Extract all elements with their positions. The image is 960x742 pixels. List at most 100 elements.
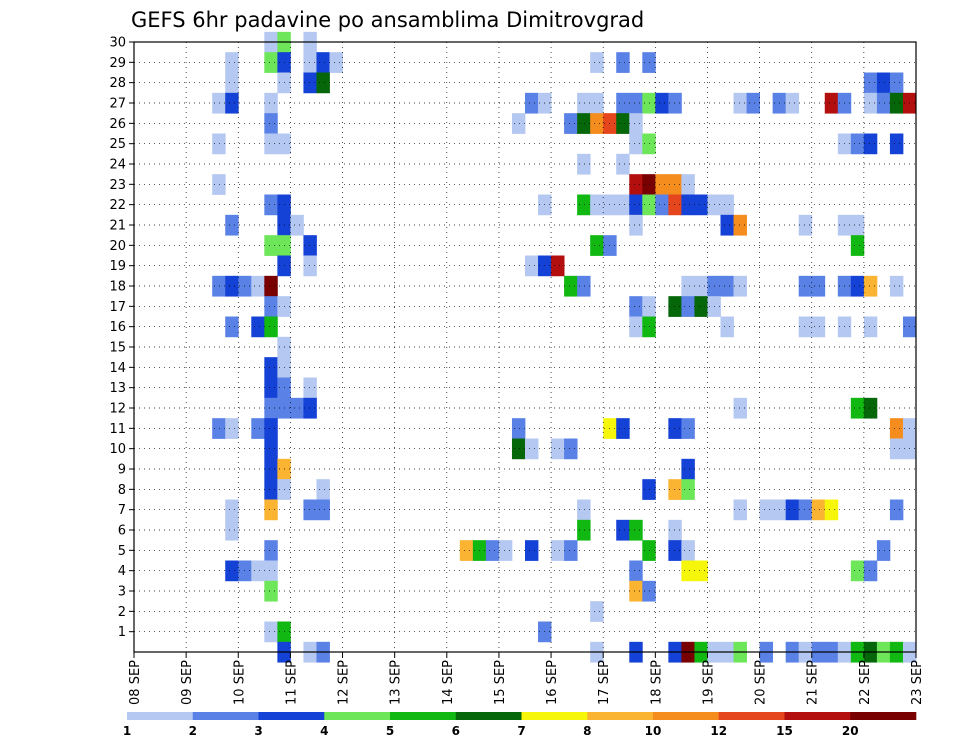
heatmap-cell xyxy=(251,316,265,338)
heatmap-cell xyxy=(889,92,904,114)
colorbar-swatch xyxy=(653,712,720,720)
heatmap-cell xyxy=(316,479,330,500)
colorbar-swatch xyxy=(127,712,194,720)
heatmap-cell xyxy=(629,519,643,541)
heatmap-cell xyxy=(577,275,591,297)
heatmap-cell xyxy=(863,560,878,582)
heatmap-cell xyxy=(303,499,317,521)
heatmap-cell xyxy=(681,194,695,216)
heatmap-cell xyxy=(264,418,278,439)
heatmap-cell xyxy=(694,275,708,297)
heatmap-cell xyxy=(850,133,865,155)
heatmap-cell xyxy=(225,418,239,439)
y-tick-label: 23 xyxy=(109,178,126,193)
heatmap-cell xyxy=(264,479,278,500)
heatmap-cell xyxy=(681,275,695,297)
colorbar-label: 8 xyxy=(583,724,591,738)
colorbar-swatch xyxy=(784,712,851,720)
heatmap-cell xyxy=(577,499,591,521)
heatmap-cell xyxy=(511,113,526,134)
heatmap-cell xyxy=(551,255,565,277)
y-tick-label: 30 xyxy=(109,36,126,51)
heatmap-cell xyxy=(225,560,239,582)
heatmap-cell xyxy=(863,72,878,94)
y-tick-label: 19 xyxy=(109,259,126,274)
y-tick-label: 14 xyxy=(109,361,126,376)
x-tick-label: 18 SEP xyxy=(649,660,664,705)
y-tick-label: 13 xyxy=(109,381,126,396)
heatmap-cell xyxy=(264,357,278,378)
heatmap-cell xyxy=(733,499,747,521)
heatmap-cell xyxy=(590,113,604,134)
colorbar-label: 10 xyxy=(645,724,662,738)
colorbar-label: 7 xyxy=(517,724,525,738)
heatmap-cell xyxy=(511,438,526,460)
colorbar-label: 1 xyxy=(123,724,131,738)
heatmap-cell xyxy=(577,519,591,541)
heatmap-cell xyxy=(551,540,565,561)
colorbar-swatch xyxy=(850,712,917,720)
heatmap-cell xyxy=(225,519,239,541)
heatmap-cell xyxy=(811,275,826,297)
heatmap-cell xyxy=(303,377,317,399)
heatmap-cell xyxy=(303,52,317,73)
heatmap-cell xyxy=(889,133,904,155)
heatmap-cell xyxy=(889,275,904,297)
heatmap-cell xyxy=(681,296,695,317)
heatmap-cell xyxy=(863,133,878,155)
y-tick-label: 5 xyxy=(118,544,126,559)
heatmap-cell xyxy=(264,133,278,155)
heatmap-cell xyxy=(655,174,669,195)
colorbar-label: 12 xyxy=(710,724,727,738)
heatmap-cell xyxy=(681,479,695,500)
colorbar-swatch xyxy=(192,712,259,720)
heatmap-cell xyxy=(616,194,630,216)
heatmap-cell xyxy=(212,174,226,195)
heatmap-cell xyxy=(225,275,239,297)
heatmap-cell xyxy=(225,92,239,114)
heatmap-cell xyxy=(733,92,747,114)
heatmap-cell xyxy=(811,316,826,338)
heatmap-cell xyxy=(785,499,800,521)
x-tick-label: 17 SEP xyxy=(597,660,612,705)
heatmap-cell xyxy=(577,194,591,216)
x-tick-label: 20 SEP xyxy=(754,660,769,705)
heatmap-cell xyxy=(590,52,604,73)
plot-area: 1234567891011121314151617181920212223242… xyxy=(109,31,925,705)
y-tick-label: 21 xyxy=(109,219,126,234)
heatmap-cell xyxy=(668,540,682,561)
heatmap-cell xyxy=(616,113,630,134)
heatmap-cell xyxy=(863,316,878,338)
x-tick-label: 09 SEP xyxy=(180,660,195,705)
heatmap-cell xyxy=(681,540,695,561)
colorbar-swatch xyxy=(718,712,785,720)
heatmap-cell xyxy=(629,316,643,338)
colorbar-label: 2 xyxy=(189,724,197,738)
y-tick-label: 11 xyxy=(109,422,126,437)
heatmap-cell xyxy=(655,92,669,114)
x-tick-label: 19 SEP xyxy=(701,660,716,705)
colorbar-label: 20 xyxy=(842,724,859,738)
x-axis: 08 SEP 09 SEP 10 SEP 11 SEP 12 SEP 13 SEP 14 S… xyxy=(128,652,925,705)
heatmap-cell xyxy=(824,92,839,114)
heatmap-cells xyxy=(212,31,917,663)
heatmap-cell xyxy=(863,275,878,297)
x-tick-label: 21 SEP xyxy=(806,660,821,705)
heatmap-cell xyxy=(590,235,604,256)
heatmap-cell xyxy=(212,92,226,114)
y-tick-label: 7 xyxy=(118,503,126,518)
y-tick-label: 4 xyxy=(118,564,126,579)
colorbar-swatch xyxy=(390,712,457,720)
y-axis: 1234567891011121314151617181920212223242… xyxy=(109,36,134,640)
heatmap-cell xyxy=(564,540,578,561)
heatmap-cell xyxy=(303,397,317,419)
y-tick-label: 28 xyxy=(109,76,126,91)
colorbar-legend: 1 2 3 4 5 6 7 8 10 12 15 20 xyxy=(123,712,917,738)
heatmap-cell xyxy=(720,316,734,338)
colorbar-label: 15 xyxy=(776,724,793,738)
y-tick-label: 1 xyxy=(118,625,126,640)
heatmap-cell xyxy=(798,214,813,236)
heatmap-cell xyxy=(525,255,539,277)
heatmap-cell xyxy=(511,418,526,439)
heatmap-cell xyxy=(824,499,839,521)
